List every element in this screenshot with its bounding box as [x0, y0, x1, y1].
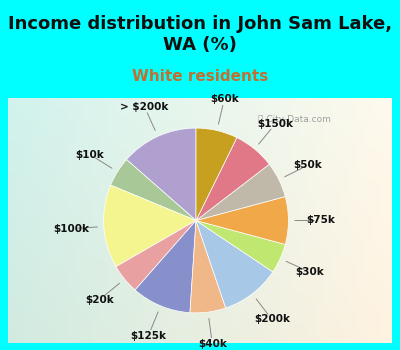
Wedge shape	[190, 220, 226, 313]
Text: $75k: $75k	[306, 216, 335, 225]
Text: ⓘ City-Data.com: ⓘ City-Data.com	[258, 115, 330, 124]
Text: $50k: $50k	[294, 160, 322, 170]
Text: Income distribution in John Sam Lake,
WA (%): Income distribution in John Sam Lake, WA…	[8, 15, 392, 54]
Wedge shape	[196, 197, 288, 244]
Text: $20k: $20k	[85, 295, 114, 304]
Text: $30k: $30k	[295, 267, 324, 277]
Text: $150k: $150k	[257, 119, 293, 129]
Wedge shape	[111, 160, 196, 220]
Text: $125k: $125k	[130, 331, 166, 341]
Wedge shape	[196, 128, 237, 220]
Text: White residents: White residents	[132, 69, 268, 84]
Wedge shape	[104, 185, 196, 267]
Text: $60k: $60k	[210, 94, 239, 104]
Text: > $200k: > $200k	[120, 102, 169, 112]
Wedge shape	[196, 220, 273, 308]
Wedge shape	[196, 220, 285, 272]
Text: $100k: $100k	[54, 224, 90, 234]
Wedge shape	[196, 138, 269, 220]
Wedge shape	[116, 220, 196, 290]
Wedge shape	[135, 220, 196, 313]
Text: $200k: $200k	[254, 314, 290, 324]
Wedge shape	[126, 128, 196, 220]
Text: $40k: $40k	[198, 339, 227, 349]
Text: $10k: $10k	[76, 150, 104, 160]
Wedge shape	[196, 164, 285, 220]
